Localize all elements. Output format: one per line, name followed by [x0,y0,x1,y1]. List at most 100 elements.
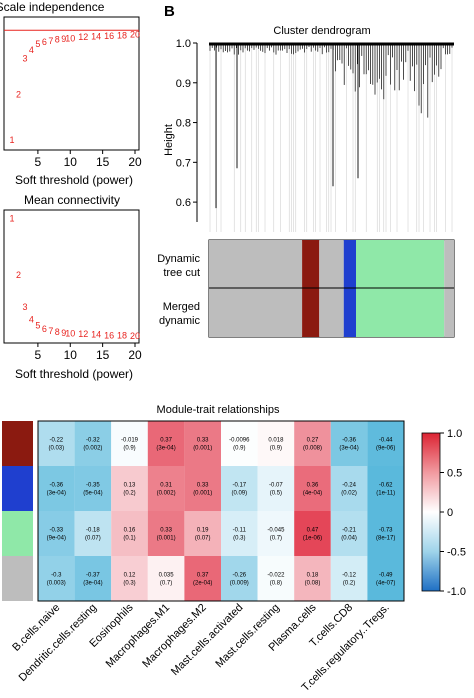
heatmap-cell [74,421,112,466]
heatmap-cell-value: -0.022 [267,573,285,579]
heatmap-cell-value: -0.17 [232,483,246,489]
row-label-dynamic-2: tree cut [163,267,200,279]
heatmap-cell-value: -0.62 [379,483,393,489]
heatmap-cells: -0.22 (0.03) -0.32 (0.002) -0.019 (0.9) 0.37 (3… [38,421,404,601]
scale-x-tick-label: 15 [96,155,110,169]
heatmap-cell-pvalue: (0.9) [233,446,245,452]
heatmap-cell-value: -0.36 [49,483,63,489]
heatmap-panel: Module-trait relationships -0.22(0.03)-0… [2,404,466,694]
scale-point-6: 6 [42,37,47,47]
heatmap-cell [221,421,258,466]
module-segment-brown [302,288,320,337]
heatmap-cell-pvalue: (0.08) [305,581,321,587]
heatmap-cell [257,556,295,601]
heatmap-cell-value: 0.13 [124,483,136,489]
dendrogram-y-ticks: 0.6 0.7 0.8 0.9 1.0 [176,38,197,209]
row-label-merged-1: Merged [163,301,200,313]
mean-x-tick-label: 5 [35,348,42,362]
heatmap-cell [184,556,221,601]
heatmap-cell-value: -0.36 [342,438,356,444]
scale-point-3: 3 [22,54,27,64]
mean-point-14: 14 [91,330,101,340]
heatmap-cell [330,421,368,466]
heatmap-cell-value: -0.18 [86,528,100,534]
module-segment-green [356,240,445,288]
heatmap-cell-value: -0.07 [269,483,283,489]
mean-x-tick-label: 20 [128,348,142,362]
heatmap-cell [184,511,221,556]
heatmap-cell-pvalue: (3e-04) [339,446,358,452]
heatmap-cell [184,466,221,511]
heatmap-cell [111,556,148,601]
heatmap-cell-pvalue: (0.04) [341,536,357,542]
heatmap-cell [111,466,148,511]
module-color-rows [209,240,454,337]
heatmap-cell-value: -0.35 [86,483,100,489]
module-segment-blue [343,288,356,337]
heatmap-cell [147,511,185,556]
heatmap-column-label: Macrophages.M2 [140,602,209,671]
mean-point-9: 9 [61,328,66,338]
heatmap-cell [147,421,185,466]
heatmap-cell-pvalue: (0.3) [233,536,245,542]
heatmap-cell-pvalue: (0.001) [193,446,212,452]
heatmap-cell [367,421,404,466]
module-swatch-blue [2,466,33,511]
module-segment-brown [302,240,320,288]
scale-x-ticks: 5 10 15 20 [35,150,142,169]
heatmap-cell-pvalue: (0.02) [341,491,357,497]
heatmap-frame [37,420,405,602]
heatmap-cell [74,556,112,601]
heatmap-cell-pvalue: (0.07) [85,536,101,542]
scale-point-2: 2 [16,89,21,99]
heatmap-cell-value: -0.12 [342,573,356,579]
heatmap-cell-value: -0.24 [342,483,356,489]
heatmap-cell [257,466,295,511]
dendrogram-y-label: Height [163,124,175,156]
heatmap-cell-value: 0.47 [307,528,319,534]
colorbar-tick-label: -1.0 [447,586,466,598]
heatmap-cell-pvalue: (0.008) [303,446,322,452]
scale-panel-title: Scale independence [0,0,105,14]
dendrogram-y-tick-label: 0.6 [176,197,191,209]
mean-point-12: 12 [78,329,88,339]
heatmap-cell [367,511,404,556]
heatmap-cell-pvalue: (0.07) [195,536,211,542]
heatmap-cell-value: -0.11 [233,528,247,534]
mean-point-10: 10 [65,328,75,338]
heatmap-cell-pvalue: (9e-06) [376,446,395,452]
heatmap-module-colors [2,421,33,601]
heatmap-cell-pvalue: (3e-04) [156,446,175,452]
module-segment-blue [343,240,356,288]
heatmap-cell-value: 0.37 [160,438,172,444]
panel-label-b: B [164,3,175,20]
mean-point-2: 2 [16,270,21,280]
heatmap-cell [74,511,112,556]
dendrogram-tree [209,42,454,232]
heatmap-cell-pvalue: (0.8) [270,581,282,587]
heatmap-cell-pvalue: (9e-04) [47,536,66,542]
heatmap-cell-pvalue: (0.9) [123,446,135,452]
heatmap-cell-value: -0.22 [49,438,63,444]
mean-plot-frame [3,209,140,344]
heatmap-cell-value: -0.49 [379,573,393,579]
heatmap-cell [294,556,331,601]
scale-point-10: 10 [65,33,75,43]
heatmap-cell-pvalue: (0.7) [160,581,172,587]
heatmap-cell [221,466,258,511]
colorbar [421,432,441,592]
heatmap-cell-pvalue: (5e-04) [83,491,102,497]
scale-point-14: 14 [91,32,101,42]
module-segment-grey [444,288,454,337]
heatmap-cell-value: -0.21 [342,528,356,534]
row-label-merged-2: dynamic [159,315,200,327]
heatmap-cell [257,421,295,466]
heatmap-cell-pvalue: (3e-04) [47,491,66,497]
heatmap-cell-value: 0.36 [307,483,319,489]
heatmap-cell [257,511,295,556]
mean-x-tick-label: 10 [64,348,78,362]
heatmap-cell-pvalue: (0.001) [157,536,176,542]
heatmap-cell-value: 0.16 [124,528,136,534]
heatmap-cell-pvalue: (0.1) [123,536,135,542]
